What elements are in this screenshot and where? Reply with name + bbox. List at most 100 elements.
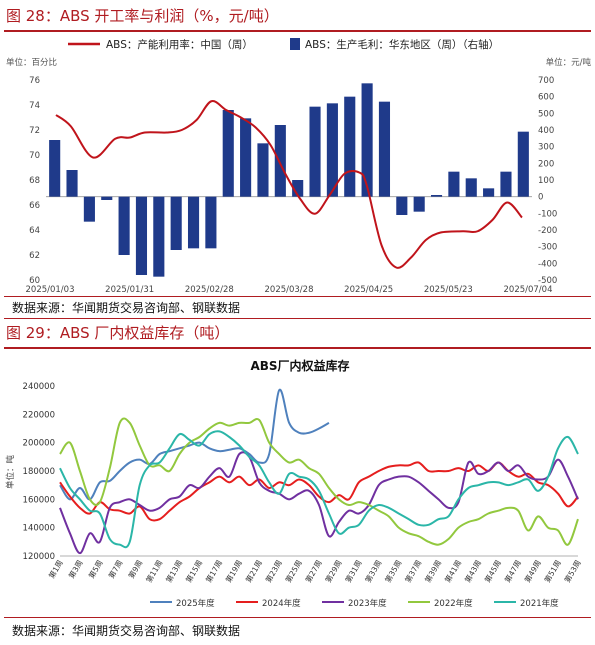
x-tick-label: 第25周	[283, 558, 304, 584]
x-tick-label: 第53周	[562, 558, 583, 584]
figure-2-title-rule	[4, 347, 591, 349]
y-tick-label: 120000	[23, 552, 55, 562]
figure-1-source-rule	[4, 318, 591, 319]
figure-2-bottom-rule	[4, 617, 591, 618]
left-tick-label: 74	[29, 101, 40, 111]
x-tick-label: 第35周	[382, 558, 403, 584]
x-tick-label: 第47周	[502, 558, 523, 584]
x-tick-label: 第29周	[323, 558, 344, 584]
x-tick-label: 2025/03/28	[265, 285, 314, 295]
y-tick-label: 180000	[23, 467, 55, 477]
x-tick-label: 第13周	[163, 558, 184, 584]
y-tick-label: 200000	[23, 439, 55, 449]
chart-utilization-profit: ABS：产能利用率：中国（周） ABS：生产毛利：华东地区（周）（右轴） 单位：…	[6, 38, 592, 295]
legend-utilization-label: ABS：产能利用率：中国（周）	[106, 38, 253, 51]
legend-label: 2021年度	[520, 598, 559, 609]
profit-bar	[396, 196, 408, 215]
left-tick-label: 70	[29, 151, 40, 161]
profit-bar	[187, 196, 200, 249]
profit-bar	[170, 196, 182, 250]
left-axis-unit: 单位：百分比	[6, 57, 57, 68]
profit-bar	[465, 178, 477, 197]
figure-1-title: 图 28：ABS 开工率与利润（%，元/吨）	[6, 7, 279, 25]
right-tick-label: 700	[538, 76, 554, 86]
x-tick-label: 第43周	[462, 558, 483, 584]
profit-bar	[326, 103, 338, 197]
profit-bar	[153, 196, 165, 277]
x-tick-label: 第31周	[343, 558, 364, 584]
right-tick-label: 600	[538, 93, 554, 103]
x-tick-label: 第45周	[482, 558, 503, 584]
left-tick-label: 76	[29, 76, 40, 86]
x-tick-label: 2025/07/04	[504, 285, 553, 295]
x-tick-label: 第19周	[223, 558, 244, 584]
right-axis-unit: 单位：元/吨	[546, 57, 592, 68]
x-tick-label: 2025/04/25	[344, 285, 393, 295]
chart-2-ylabel: 单位：吨	[5, 455, 16, 490]
profit-bar	[309, 106, 321, 197]
profit-bar	[257, 143, 269, 197]
figure-1-source: 数据来源：华闻期货交易咨询部、钢联数据	[12, 301, 241, 315]
utilization-line	[55, 100, 523, 269]
x-tick-label: 第11周	[143, 558, 164, 584]
right-tick-label: -400	[538, 259, 557, 269]
right-tick-label: 400	[538, 126, 554, 136]
profit-bar	[101, 196, 113, 200]
legend-label: 2023年度	[348, 598, 387, 609]
x-tick-label: 第37周	[402, 558, 423, 584]
right-tick-label: -500	[538, 276, 557, 286]
right-tick-label: 200	[538, 159, 554, 169]
left-tick-label: 66	[29, 201, 40, 211]
x-tick-label: 第23周	[263, 558, 284, 584]
profit-bar	[344, 96, 356, 197]
profit-bar	[517, 131, 529, 197]
x-tick-label: 2025/01/03	[26, 285, 75, 295]
profit-bar	[500, 171, 512, 197]
profit-bar	[205, 196, 217, 249]
profit-bar	[448, 171, 460, 197]
x-tick-label: 第9周	[126, 558, 145, 580]
x-tick-label: 第7周	[106, 558, 125, 580]
x-tick-label: 第27周	[303, 558, 324, 584]
x-tick-label: 第51周	[542, 558, 563, 584]
figure-1-bottom-rule	[4, 296, 591, 297]
profit-bar	[430, 195, 443, 197]
right-tick-label: -200	[538, 226, 557, 236]
chart-2-legend: 2025年度 2024年度 2023年度 2022年度 2021年度	[150, 598, 559, 609]
profit-bar	[222, 110, 234, 197]
figure-2-title: 图 29：ABS 厂内权益库存（吨）	[6, 324, 230, 342]
right-tick-label: 300	[538, 143, 554, 153]
x-tick-label: 第21周	[243, 558, 264, 584]
right-tick-label: -100	[538, 209, 557, 219]
x-tick-label: 第3周	[66, 558, 85, 580]
profit-bar	[361, 83, 373, 197]
chart-2-plot: 120000 140000 160000 180000 200000 220000 2400…	[23, 382, 583, 584]
profit-bar	[274, 125, 286, 197]
legend-label: 2025年度	[176, 598, 215, 609]
profit-bar	[66, 170, 78, 197]
profit-bar	[83, 196, 95, 222]
x-tick-label: 第17周	[203, 558, 224, 584]
x-tick-label: 第5周	[86, 558, 105, 580]
x-tick-label: 第49周	[522, 558, 543, 584]
profit-bar	[483, 188, 495, 197]
left-tick-label: 64	[29, 226, 40, 236]
right-tick-label: 100	[538, 176, 554, 186]
right-tick-label: 500	[538, 109, 554, 119]
chart-2-title: ABS厂内权益库存	[250, 358, 349, 373]
profit-bar	[49, 140, 61, 197]
figure-1-title-rule	[4, 30, 591, 32]
left-tick-label: 72	[29, 126, 40, 136]
profit-bar	[413, 196, 425, 212]
x-tick-label: 第39周	[422, 558, 443, 584]
y-tick-label: 220000	[23, 410, 55, 420]
y-tick-label: 160000	[23, 495, 55, 505]
left-tick-label: 68	[29, 176, 40, 186]
right-tick-label: 0	[538, 193, 543, 203]
legend-label: 2022年度	[434, 598, 473, 609]
y-tick-label: 140000	[23, 524, 55, 534]
profit-bar	[135, 196, 148, 275]
chart-abs-inventory: ABS厂内权益库存 单位：吨 120000 140000 160000 180000 2…	[5, 358, 583, 609]
profit-bar	[118, 196, 130, 255]
inventory-line	[59, 417, 579, 546]
